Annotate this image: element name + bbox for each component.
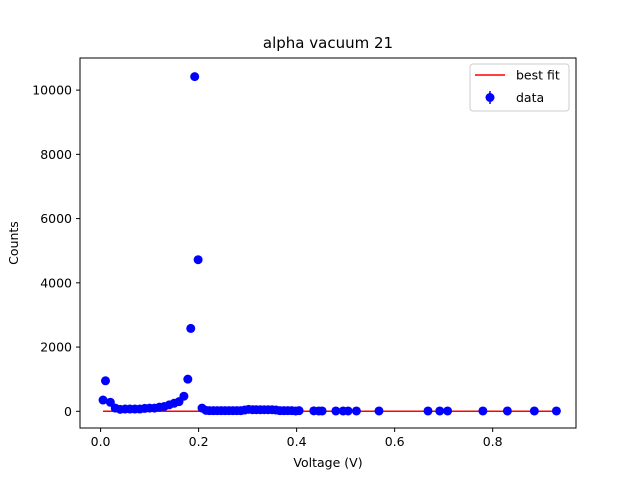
y-tick-label: 0 [64, 404, 72, 419]
y-tick-label: 8000 [40, 147, 72, 162]
data-point [529, 406, 539, 416]
data-point [294, 406, 304, 416]
y-axis-label: Counts [6, 221, 21, 265]
y-tick-label: 10000 [32, 83, 72, 98]
data-point [551, 406, 561, 416]
data-point [317, 406, 327, 416]
data-point [443, 406, 453, 416]
data-point [478, 406, 488, 416]
data-point [374, 406, 384, 416]
data-point [351, 406, 361, 416]
data-point [193, 255, 203, 265]
y-tick-label: 2000 [40, 340, 72, 355]
x-tick-label: 0.8 [483, 434, 503, 449]
legend-marker-swatch [485, 93, 495, 102]
plot-area [98, 72, 561, 416]
x-tick-label: 0.0 [91, 434, 111, 449]
legend: best fit data [469, 63, 570, 112]
legend-label-data: data [516, 90, 544, 105]
plot-frame [79, 57, 577, 429]
data-point [435, 406, 445, 416]
y-tick-label: 4000 [40, 275, 72, 290]
chart-title: alpha vacuum 21 [263, 34, 393, 52]
data-point [179, 391, 189, 401]
x-tick-label: 0.6 [385, 434, 405, 449]
data-point [190, 72, 200, 82]
data-point [98, 395, 108, 405]
data-point [186, 323, 196, 333]
data-point [343, 406, 353, 416]
y-tick-label: 6000 [40, 211, 72, 226]
data-point [331, 406, 341, 416]
x-tick-label: 0.2 [189, 434, 209, 449]
data-point [502, 406, 512, 416]
data-point [183, 374, 193, 384]
x-axis-label: Voltage (V) [293, 455, 362, 470]
y-axis: 0 2000 4000 6000 8000 10000 [32, 83, 80, 419]
data-point [423, 406, 433, 416]
data-point [100, 376, 110, 386]
x-axis: 0.0 0.2 0.4 0.6 0.8 [91, 428, 503, 449]
x-tick-label: 0.4 [287, 434, 307, 449]
legend-label-best-fit: best fit [516, 68, 560, 83]
